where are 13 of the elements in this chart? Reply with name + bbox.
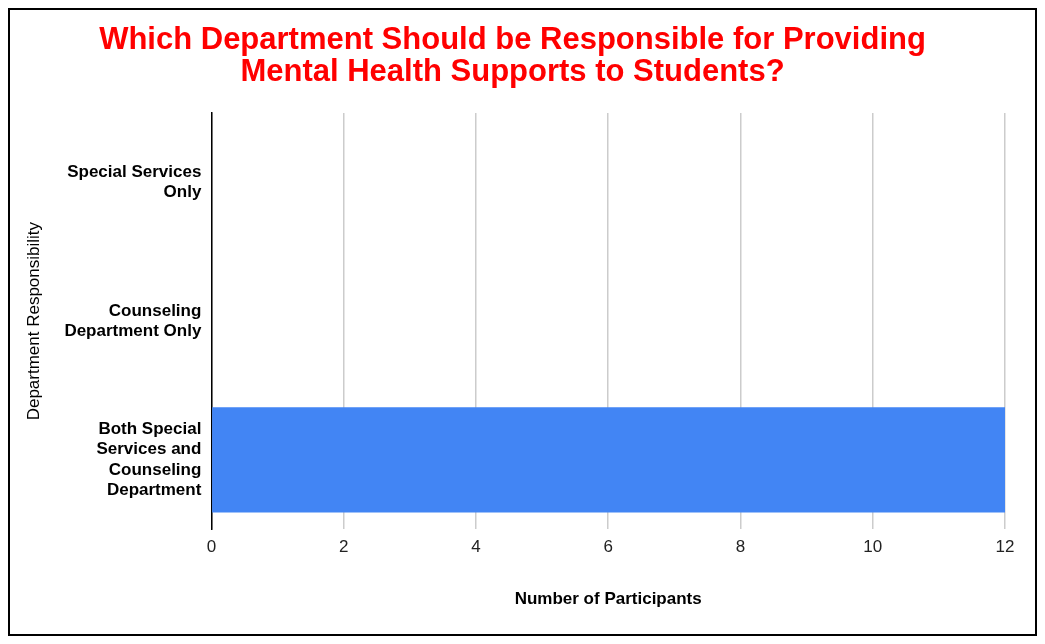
chart-title: Which Department Should be Responsible for Providing Mental Health Supports to Students? <box>99 20 926 89</box>
y-tick-label: Special Services Only <box>67 161 202 202</box>
x-tick-label: 2 <box>338 537 349 557</box>
x-axis-title: Number of Participants <box>514 589 702 609</box>
x-tick-label: 8 <box>735 537 746 557</box>
x-tick-label: 4 <box>471 537 481 557</box>
x-tick-label: 0 <box>206 537 217 557</box>
y-tick-label: Both Special Services and Counseling Department <box>96 418 202 500</box>
x-tick-label: 10 <box>863 537 883 557</box>
y-tick-label: Counseling Department Only <box>64 300 202 341</box>
y-axis-title: Department Responsibility <box>23 221 43 421</box>
x-tick-label: 12 <box>995 537 1015 557</box>
x-tick-label: 6 <box>603 537 613 557</box>
